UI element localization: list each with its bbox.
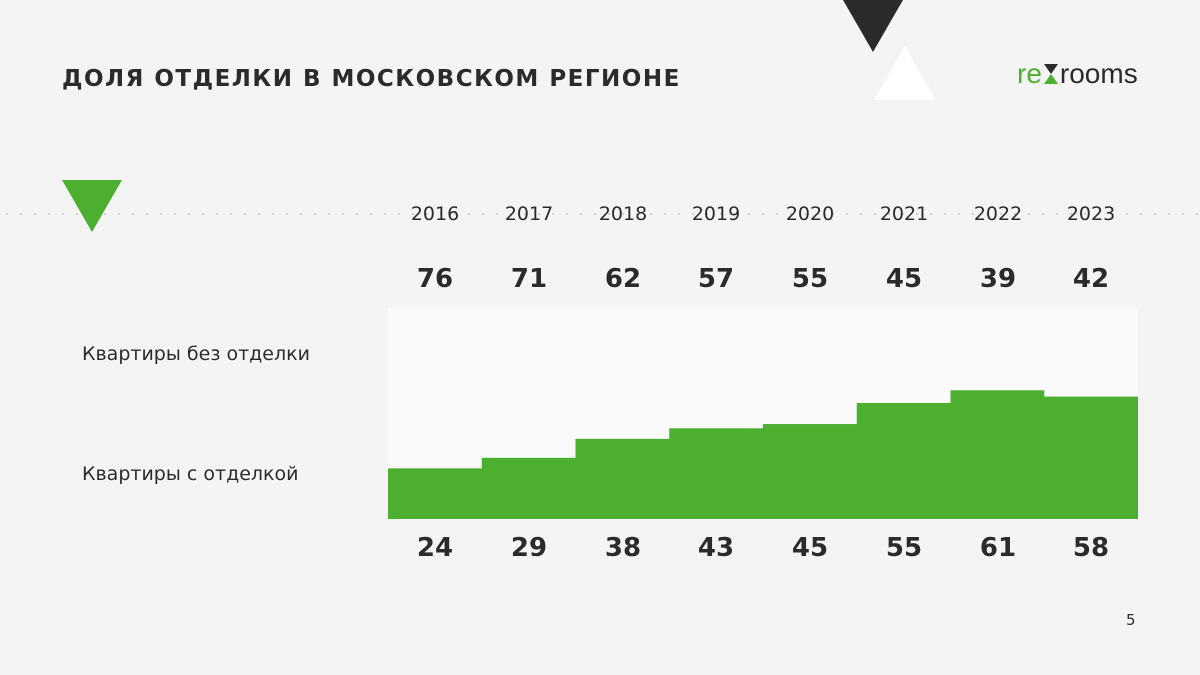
segment-without-finish bbox=[481, 308, 577, 458]
year-tick-label: 2021 bbox=[879, 203, 929, 225]
segment-with-finish bbox=[950, 390, 1045, 519]
segment-without-finish bbox=[1044, 308, 1138, 397]
segment-without-finish bbox=[669, 308, 764, 429]
segment-with-finish bbox=[856, 402, 952, 519]
segment-with-finish bbox=[669, 428, 764, 519]
data-label: 45 bbox=[791, 533, 829, 563]
data-label: 29 bbox=[510, 533, 548, 563]
segment-with-finish bbox=[1044, 396, 1138, 519]
logo-part-re: re bbox=[1017, 58, 1042, 89]
segment-without-finish bbox=[575, 308, 670, 439]
data-label: 45 bbox=[885, 264, 923, 294]
without-finish-values: 76 71 62 57 55 45 39 42 bbox=[388, 264, 1138, 294]
year-tick-label: 2016 bbox=[410, 203, 460, 225]
year-tick-label: 2019 bbox=[691, 203, 741, 225]
page-number: 5 bbox=[1126, 611, 1136, 629]
series-label-without-finish: Квартиры без отделки bbox=[82, 343, 310, 365]
data-label: 57 bbox=[697, 264, 735, 294]
segment-with-finish bbox=[388, 468, 483, 519]
data-label: 39 bbox=[979, 264, 1017, 294]
data-label: 76 bbox=[416, 264, 454, 294]
dark-triangle-icon bbox=[843, 0, 903, 52]
year-tick-label: 2017 bbox=[504, 203, 554, 225]
logo: re rooms bbox=[1017, 58, 1138, 90]
data-label: 61 bbox=[979, 533, 1017, 563]
segment-with-finish bbox=[575, 438, 670, 519]
hourglass-icon bbox=[1043, 64, 1058, 84]
data-label: 58 bbox=[1072, 533, 1110, 563]
data-label: 24 bbox=[416, 533, 454, 563]
dotted-divider bbox=[0, 213, 1200, 215]
segment-with-finish bbox=[763, 424, 858, 519]
logo-part-rooms: rooms bbox=[1059, 58, 1138, 89]
series-label-with-finish: Квартиры с отделкой bbox=[82, 463, 299, 485]
data-label: 71 bbox=[510, 264, 548, 294]
year-tick-label: 2018 bbox=[598, 203, 648, 225]
segment-without-finish bbox=[950, 308, 1045, 391]
data-label: 55 bbox=[885, 533, 923, 563]
data-label: 43 bbox=[697, 533, 735, 563]
data-label: 55 bbox=[791, 264, 829, 294]
year-tick-label: 2023 bbox=[1066, 203, 1116, 225]
page-title: ДОЛЯ ОТДЕЛКИ В МОСКОВСКОМ РЕГИОНЕ bbox=[62, 66, 681, 92]
white-triangle-icon bbox=[874, 46, 936, 100]
segment-without-finish bbox=[856, 308, 952, 403]
with-finish-values: 24 29 38 43 45 55 61 58 bbox=[388, 533, 1138, 563]
green-triangle-icon bbox=[62, 180, 122, 232]
year-axis: 2016 2017 2018 2019 2020 2021 2022 2023 bbox=[388, 203, 1138, 233]
segment-with-finish bbox=[481, 457, 577, 519]
data-label: 42 bbox=[1072, 264, 1110, 294]
segment-without-finish bbox=[388, 308, 483, 469]
year-tick-label: 2022 bbox=[973, 203, 1023, 225]
year-tick-label: 2020 bbox=[785, 203, 835, 225]
data-label: 62 bbox=[604, 264, 642, 294]
data-label: 38 bbox=[604, 533, 642, 563]
segment-without-finish bbox=[763, 308, 858, 425]
stepped-area-chart bbox=[388, 308, 1138, 519]
